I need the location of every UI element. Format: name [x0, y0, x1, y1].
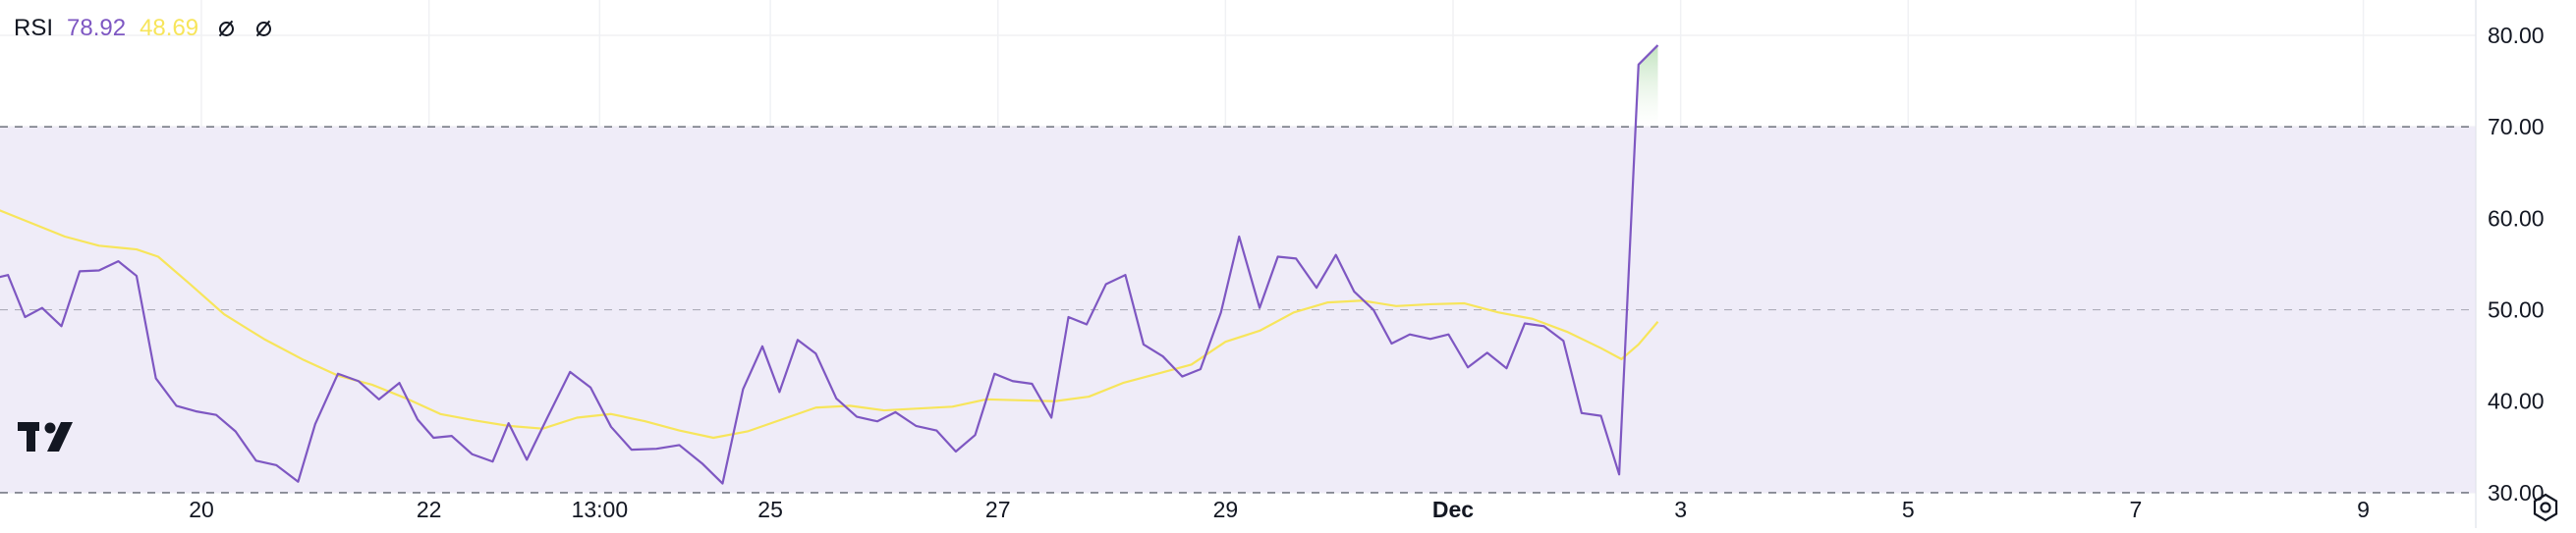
x-tick-label: Dec — [1432, 497, 1474, 522]
x-tick-label: 27 — [985, 497, 1011, 522]
y-tick-label: 80.00 — [2488, 23, 2545, 48]
x-tick-label: 3 — [1674, 497, 1687, 522]
hidden-source-icon[interactable] — [253, 19, 273, 38]
rsi-line[interactable] — [0, 44, 1659, 485]
x-tick-label: 7 — [2130, 497, 2143, 522]
tradingview-logo-icon[interactable] — [18, 420, 81, 453]
y-tick-label: 60.00 — [2488, 205, 2545, 231]
x-tick-label: 20 — [189, 497, 214, 522]
rsi-value: 78.92 — [67, 15, 127, 41]
y-tick-label: 70.00 — [2488, 114, 2545, 139]
overbought-fill — [1635, 45, 1658, 128]
rsi-ma-value: 48.69 — [140, 15, 199, 41]
x-tick-label: 25 — [757, 497, 783, 522]
rsi-ma-line[interactable] — [0, 209, 1659, 440]
x-tick-label: 22 — [417, 497, 442, 522]
x-tick-label: 5 — [1902, 497, 1915, 522]
indicator-legend[interactable]: RSI 78.92 48.69 — [14, 12, 273, 45]
x-tick-label: 9 — [2357, 497, 2370, 522]
x-tick-label: 29 — [1213, 497, 1239, 522]
indicator-name[interactable]: RSI — [14, 15, 54, 41]
y-tick-label: 50.00 — [2488, 297, 2545, 323]
hidden-source-icon[interactable] — [216, 19, 236, 38]
x-tick-label: 13:00 — [572, 497, 629, 522]
y-tick-label: 40.00 — [2488, 389, 2545, 414]
settings-gear-icon[interactable] — [2531, 493, 2560, 522]
